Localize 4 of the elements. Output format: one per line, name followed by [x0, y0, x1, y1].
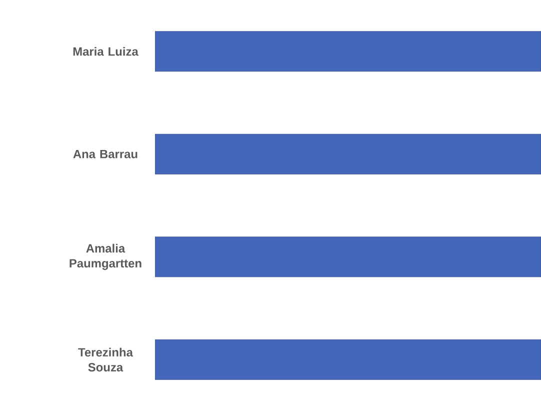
y-tick-label: Maria Luiza — [73, 46, 138, 56]
y-tick-label: Terezinha Souza — [78, 348, 134, 372]
y-tick-label: Ana Barrau — [73, 150, 138, 158]
y-tick-label: Amalia Paumgartten — [70, 244, 142, 270]
